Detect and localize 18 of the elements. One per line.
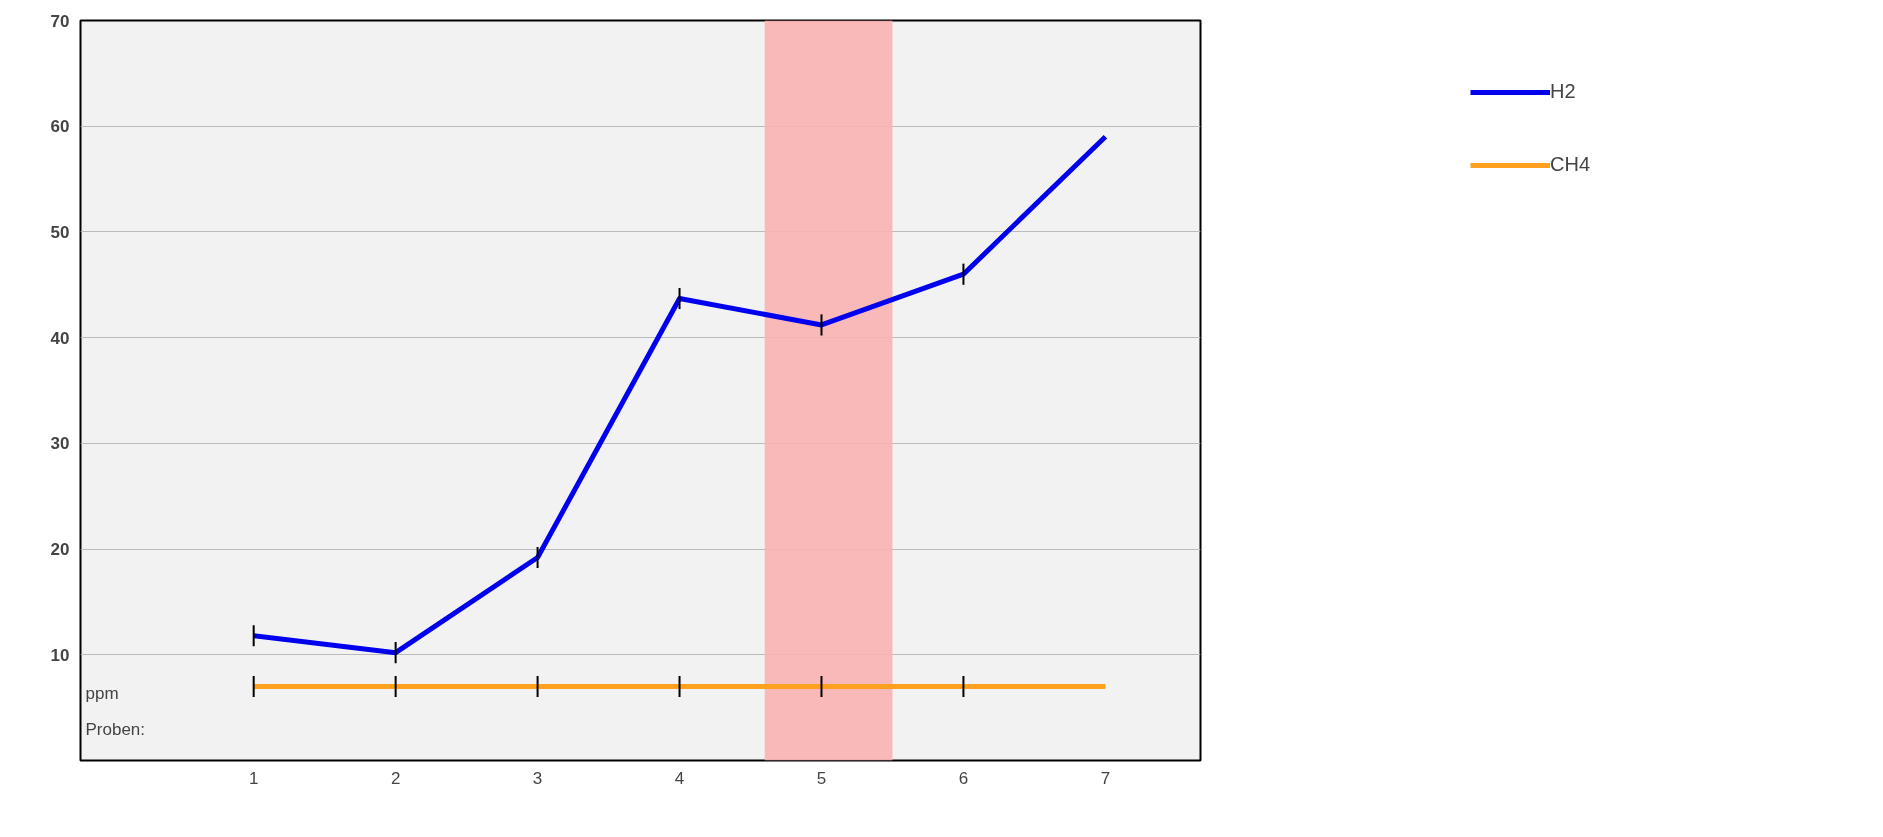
y-tick-label: 10 [50, 645, 70, 665]
x-tick-label: 6 [958, 768, 969, 788]
x-tick-label: 4 [674, 768, 685, 788]
x-tick-label: 2 [390, 768, 401, 788]
legend-label: CH4 [1549, 153, 1591, 176]
x-tick-label: 3 [532, 768, 543, 788]
y-tick-label: 60 [50, 117, 70, 137]
x-tick-label: 1 [248, 768, 259, 788]
x-axis-title: Proben: [85, 719, 146, 739]
y-tick-label: 70 [50, 11, 70, 31]
legend-label: H2 [1549, 80, 1576, 103]
y-tick-label: 20 [50, 540, 70, 560]
x-tick-label: 7 [1100, 768, 1111, 788]
y-axis-title: ppm [85, 683, 119, 703]
y-tick-label: 30 [50, 434, 70, 454]
y-tick-label: 50 [50, 222, 70, 242]
y-tick-label: 40 [50, 328, 70, 348]
x-tick-label: 5 [816, 768, 827, 788]
